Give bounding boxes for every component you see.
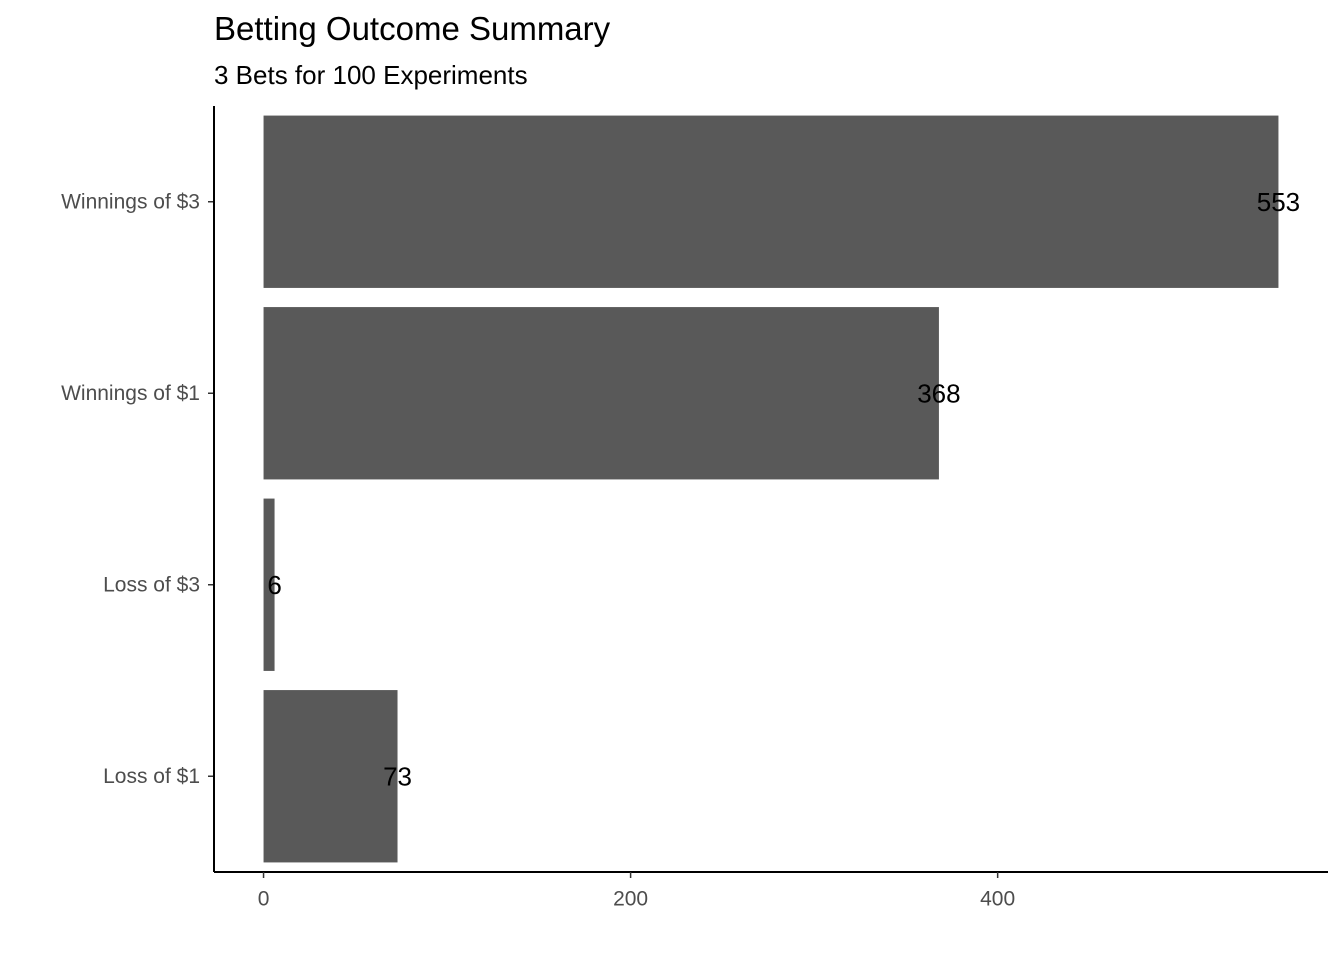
data-labels-layer: 73 6 368 553 (267, 187, 1300, 792)
y-tick-label: Loss of $3 (103, 573, 200, 596)
axes-layer: Loss of $1 Loss of $3 Winnings of $1 Winnin… (61, 106, 1328, 911)
data-label-winnings-of-3: 553 (1257, 187, 1300, 217)
data-label-loss-of-3: 6 (267, 570, 281, 600)
bar-winnings-of-1 (263, 307, 939, 480)
bar-winnings-of-3 (263, 115, 1279, 288)
x-tick-label: 400 (980, 888, 1015, 911)
chart-title: Betting Outcome Summary (214, 10, 611, 47)
y-tick-label: Winnings of $3 (61, 190, 200, 213)
y-tick-label: Loss of $1 (103, 765, 200, 788)
x-tick-label: 200 (613, 888, 648, 911)
bar-loss-of-1 (263, 690, 398, 863)
y-tick-label: Winnings of $1 (61, 382, 200, 405)
data-label-loss-of-1: 73 (383, 761, 412, 791)
bar-loss-of-3 (263, 498, 275, 671)
x-tick-label: 0 (258, 888, 270, 911)
bars-layer (263, 115, 1279, 863)
data-label-winnings-of-1: 368 (917, 378, 960, 408)
chart-subtitle: 3 Bets for 100 Experiments (214, 60, 528, 90)
